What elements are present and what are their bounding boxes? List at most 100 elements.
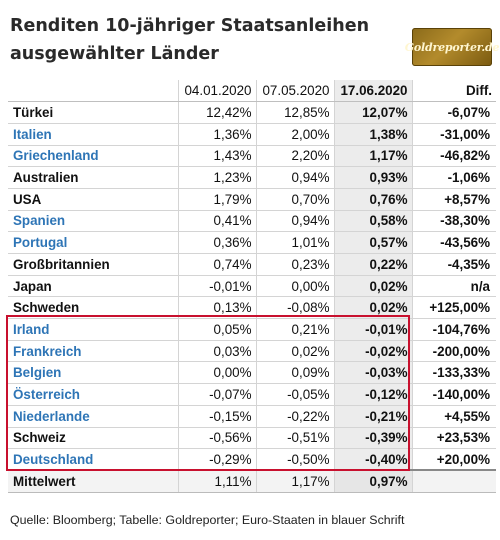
yield-date-1: -0,01% bbox=[177, 275, 256, 298]
yield-date-3: 0,02% bbox=[333, 296, 412, 320]
yield-date-1: -0,07% bbox=[177, 383, 256, 406]
yield-date-1: -0,29% bbox=[177, 448, 256, 471]
table-row: Schweden 0,13% -0,08% 0,02% +125,00% bbox=[8, 296, 496, 320]
table-row: Deutschland -0,29% -0,50% -0,40% +20,00% bbox=[8, 448, 496, 471]
table-row: Australien 1,23% 0,94% 0,93% -1,06% bbox=[8, 166, 496, 189]
country-name: Schweiz bbox=[8, 427, 178, 450]
yield-date-1: 1,36% bbox=[177, 123, 256, 146]
yield-diff: +23,53% bbox=[411, 427, 496, 450]
country-name: Griechenland bbox=[8, 145, 178, 168]
yield-diff: +125,00% bbox=[411, 296, 496, 320]
yield-diff: -43,56% bbox=[411, 231, 496, 254]
header-date-2: 07.05.2020 bbox=[255, 80, 334, 103]
country-name: Österreich bbox=[8, 383, 178, 406]
country-name: Portugal bbox=[8, 231, 178, 254]
header-row: 04.01.2020 07.05.2020 17.06.2020 Diff. bbox=[8, 80, 496, 103]
table-row: Irland 0,05% 0,21% -0,01% -104,76% bbox=[8, 318, 496, 341]
country-name: Niederlande bbox=[8, 405, 178, 428]
yield-date-3: -0,01% bbox=[333, 318, 412, 341]
table-body: Türkei 12,42% 12,85% 12,07% -6,07% Italien 1,3… bbox=[8, 101, 496, 471]
yield-date-3: -0,02% bbox=[333, 340, 412, 363]
yield-diff: n/a bbox=[411, 275, 496, 298]
yield-date-1: 0,00% bbox=[177, 361, 256, 385]
yield-date-2: 1,01% bbox=[255, 231, 334, 254]
yield-date-3: 1,38% bbox=[333, 123, 412, 146]
yield-date-1: -0,15% bbox=[177, 405, 256, 428]
table-row: USA 1,79% 0,70% 0,76% +8,57% bbox=[8, 188, 496, 211]
average-row: Mittelwert 1,11% 1,17% 0,97% bbox=[8, 469, 496, 493]
goldreporter-logo: Goldreporter.de bbox=[405, 28, 500, 66]
yield-date-1: 1,79% bbox=[177, 188, 256, 211]
title-line-2: ausgewählter Länder bbox=[10, 44, 219, 64]
yield-date-3: 0,93% bbox=[333, 166, 412, 189]
table-row: Italien 1,36% 2,00% 1,38% -31,00% bbox=[8, 123, 496, 146]
yield-date-1: 0,41% bbox=[177, 210, 256, 233]
yield-diff: -6,07% bbox=[411, 101, 496, 124]
yield-diff: -133,33% bbox=[411, 361, 496, 385]
yield-date-2: 0,09% bbox=[255, 361, 334, 385]
country-name: Japan bbox=[8, 275, 178, 298]
country-name: Spanien bbox=[8, 210, 178, 233]
average-value-3: 0,97% bbox=[333, 469, 412, 493]
country-name: Deutschland bbox=[8, 448, 178, 471]
average-diff bbox=[411, 469, 496, 493]
country-name: Australien bbox=[8, 166, 178, 189]
country-name: Schweden bbox=[8, 296, 178, 320]
country-name: Frankreich bbox=[8, 340, 178, 363]
yield-diff: +20,00% bbox=[411, 448, 496, 471]
yield-diff: -46,82% bbox=[411, 145, 496, 168]
table-row: Großbritannien 0,74% 0,23% 0,22% -4,35% bbox=[8, 253, 496, 276]
yield-date-2: 12,85% bbox=[255, 101, 334, 124]
average-value-1: 1,11% bbox=[177, 469, 256, 493]
yield-date-3: 0,58% bbox=[333, 210, 412, 233]
country-name: Türkei bbox=[8, 101, 178, 124]
yield-date-1: 0,03% bbox=[177, 340, 256, 363]
country-name: Italien bbox=[8, 123, 178, 146]
yield-date-3: -0,03% bbox=[333, 361, 412, 385]
yield-date-1: -0,56% bbox=[177, 427, 256, 450]
yield-diff: -200,00% bbox=[411, 340, 496, 363]
yield-diff: -4,35% bbox=[411, 253, 496, 276]
yield-date-2: 0,00% bbox=[255, 275, 334, 298]
yield-date-1: 0,74% bbox=[177, 253, 256, 276]
table-row: Frankreich 0,03% 0,02% -0,02% -200,00% bbox=[8, 340, 496, 363]
yield-date-3: 0,22% bbox=[333, 253, 412, 276]
yield-date-1: 12,42% bbox=[177, 101, 256, 124]
yield-date-3: 0,02% bbox=[333, 275, 412, 298]
average-value-2: 1,17% bbox=[255, 469, 334, 493]
table-row: Niederlande -0,15% -0,22% -0,21% +4,55% bbox=[8, 405, 496, 428]
yield-date-3: -0,12% bbox=[333, 383, 412, 406]
yield-date-2: 0,94% bbox=[255, 210, 334, 233]
table-title: Renditen 10-jähriger Staatsanleihen ausg… bbox=[10, 12, 390, 68]
yield-date-2: -0,50% bbox=[255, 448, 334, 471]
yield-date-1: 0,13% bbox=[177, 296, 256, 320]
country-name: Irland bbox=[8, 318, 178, 341]
yield-date-2: 0,23% bbox=[255, 253, 334, 276]
yield-date-3: 0,76% bbox=[333, 188, 412, 211]
table-row: Schweiz -0,56% -0,51% -0,39% +23,53% bbox=[8, 427, 496, 450]
yield-date-3: 12,07% bbox=[333, 101, 412, 124]
yield-date-2: 2,20% bbox=[255, 145, 334, 168]
yield-date-1: 1,43% bbox=[177, 145, 256, 168]
yield-date-2: 2,00% bbox=[255, 123, 334, 146]
yield-date-2: 0,02% bbox=[255, 340, 334, 363]
table-row: Türkei 12,42% 12,85% 12,07% -6,07% bbox=[8, 101, 496, 124]
yield-diff: -31,00% bbox=[411, 123, 496, 146]
yield-date-3: 1,17% bbox=[333, 145, 412, 168]
country-name: USA bbox=[8, 188, 178, 211]
yield-date-3: -0,40% bbox=[333, 448, 412, 471]
yield-date-2: 0,70% bbox=[255, 188, 334, 211]
yield-date-1: 0,36% bbox=[177, 231, 256, 254]
yield-date-3: -0,39% bbox=[333, 427, 412, 450]
yield-date-2: 0,94% bbox=[255, 166, 334, 189]
logo-text: Goldreporter.de bbox=[404, 40, 500, 54]
country-name: Großbritannien bbox=[8, 253, 178, 276]
yield-diff: +4,55% bbox=[411, 405, 496, 428]
table-row: Spanien 0,41% 0,94% 0,58% -38,30% bbox=[8, 210, 496, 233]
yield-date-3: 0,57% bbox=[333, 231, 412, 254]
yield-diff: -1,06% bbox=[411, 166, 496, 189]
yield-date-3: -0,21% bbox=[333, 405, 412, 428]
yield-date-1: 0,05% bbox=[177, 318, 256, 341]
source-note: Quelle: Bloomberg; Tabelle: Goldreporter… bbox=[10, 513, 405, 527]
yield-date-2: -0,22% bbox=[255, 405, 334, 428]
